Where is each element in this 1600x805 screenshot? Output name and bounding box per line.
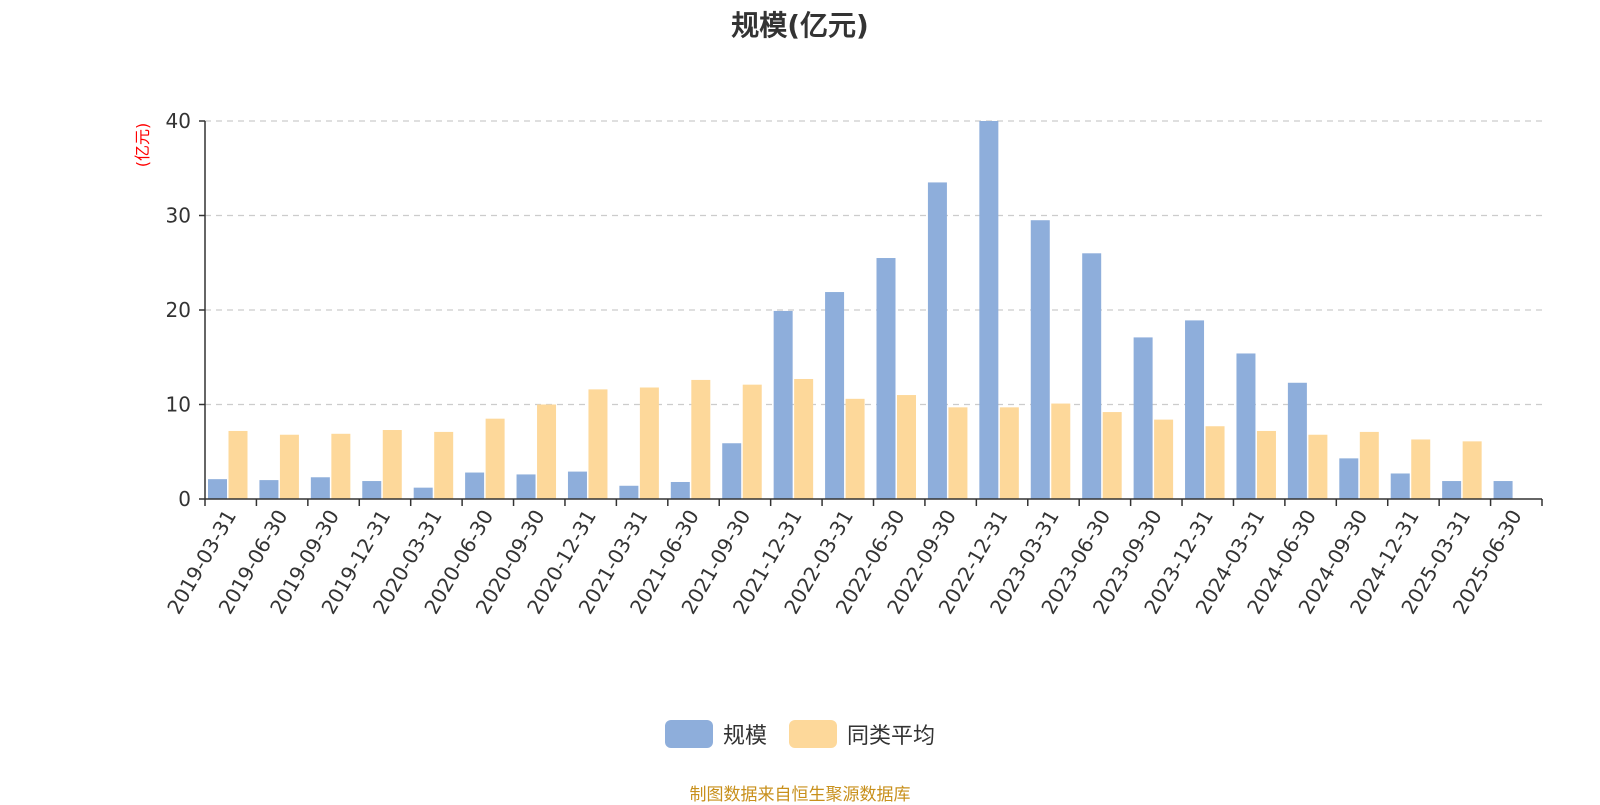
bar-peer-average-9[interactable] <box>691 379 711 499</box>
bar-scale-16[interactable] <box>1030 220 1050 499</box>
bar-peer-average-3[interactable] <box>382 430 402 499</box>
bar-peer-average-0[interactable] <box>228 430 248 499</box>
bar-peer-average-22[interactable] <box>1359 431 1379 499</box>
bar-scale-6[interactable] <box>516 474 536 499</box>
y-axis-unit-label: (亿元) <box>133 123 152 168</box>
legend: 规模 同类平均 <box>0 718 1600 750</box>
legend-item-scale[interactable]: 规模 <box>664 718 767 750</box>
bar-peer-average-19[interactable] <box>1205 426 1225 499</box>
bar-peer-average-8[interactable] <box>639 387 659 499</box>
bar-scale-18[interactable] <box>1133 337 1153 499</box>
bar-peer-average-6[interactable] <box>537 404 557 500</box>
bar-scale-4[interactable] <box>413 487 433 499</box>
bar-peer-average-21[interactable] <box>1308 434 1328 499</box>
bar-scale-9[interactable] <box>670 481 690 499</box>
bar-peer-average-15[interactable] <box>999 407 1019 499</box>
bar-scale-1[interactable] <box>259 480 279 499</box>
bar-peer-average-7[interactable] <box>588 389 608 499</box>
bar-scale-24[interactable] <box>1442 481 1462 499</box>
legend-swatch-peer-average <box>789 720 837 748</box>
bar-scale-19[interactable] <box>1185 320 1205 499</box>
y-tick-label-3: 30 <box>166 204 191 228</box>
bar-peer-average-13[interactable] <box>897 395 916 499</box>
y-tick-label-1: 10 <box>166 393 191 417</box>
y-tick-label-0: 0 <box>178 487 191 511</box>
bar-peer-average-17[interactable] <box>1102 412 1122 499</box>
y-tick-label-4: 40 <box>166 109 191 133</box>
bar-scale-8[interactable] <box>619 485 639 499</box>
legend-label-peer-average: 同类平均 <box>847 724 936 749</box>
bar-peer-average-20[interactable] <box>1256 430 1276 499</box>
bar-scale-21[interactable] <box>1287 382 1307 499</box>
chart-title: 规模(亿元) <box>731 9 869 42</box>
bar-scale-20[interactable] <box>1236 353 1256 499</box>
bar-peer-average-18[interactable] <box>1154 419 1174 499</box>
bar-peer-average-24[interactable] <box>1462 441 1482 499</box>
bar-scale-15[interactable] <box>979 121 999 499</box>
legend-item-peer-average[interactable]: 同类平均 <box>789 718 935 750</box>
bar-peer-average-4[interactable] <box>434 431 454 499</box>
legend-swatch-scale <box>664 720 713 748</box>
bar-scale-12[interactable] <box>825 292 845 499</box>
bar-peer-average-10[interactable] <box>742 384 762 499</box>
bar-scale-7[interactable] <box>567 471 587 499</box>
bar-scale-10[interactable] <box>722 443 742 499</box>
bar-scale-17[interactable] <box>1082 253 1102 499</box>
bar-peer-average-5[interactable] <box>485 418 505 499</box>
bar-peer-average-2[interactable] <box>331 433 351 499</box>
bar-scale-23[interactable] <box>1390 473 1410 499</box>
bar-scale-11[interactable] <box>773 310 793 499</box>
bar-scale-13[interactable] <box>876 258 896 499</box>
bar-peer-average-16[interactable] <box>1051 403 1071 499</box>
bar-scale-0[interactable] <box>208 479 227 499</box>
bar-scale-2[interactable] <box>310 477 330 499</box>
bar-scale-3[interactable] <box>362 481 382 499</box>
y-tick-label-2: 20 <box>166 298 191 322</box>
bar-scale-14[interactable] <box>927 182 947 500</box>
legend-label-scale: 规模 <box>722 724 767 749</box>
bar-peer-average-11[interactable] <box>794 378 814 499</box>
bar-scale-25[interactable] <box>1493 481 1513 499</box>
grid-lines <box>205 120 1542 406</box>
bar-scale-5[interactable] <box>465 472 485 499</box>
bars <box>208 121 1513 500</box>
data-source-note: 制图数据来自恒生聚源数据库 <box>689 785 911 805</box>
bar-scale-22[interactable] <box>1339 458 1359 499</box>
bar-peer-average-23[interactable] <box>1411 439 1431 499</box>
bar-peer-average-1[interactable] <box>279 434 299 499</box>
bar-peer-average-14[interactable] <box>948 407 968 499</box>
bar-peer-average-12[interactable] <box>845 398 865 499</box>
axes: 0102030402019-03-312019-06-302019-09-302… <box>162 109 1543 618</box>
